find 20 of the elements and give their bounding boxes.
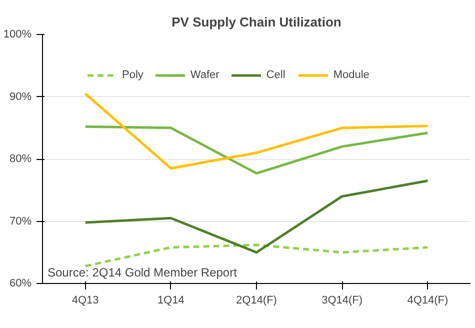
legend-label: Cell xyxy=(266,69,286,81)
x-tick-label: 2Q14(F) xyxy=(236,294,277,306)
line-series xyxy=(84,180,429,254)
legend-label: Wafer xyxy=(190,69,220,81)
line-series xyxy=(84,125,429,175)
y-tick-label: 100% xyxy=(3,28,32,40)
y-tick-label: 80% xyxy=(9,153,32,165)
x-tick-label: 4Q13 xyxy=(72,294,99,306)
legend-label: Poly xyxy=(122,69,144,81)
y-tick-label: 70% xyxy=(9,215,32,228)
line-series xyxy=(84,244,429,268)
y-tick-label: 90% xyxy=(9,90,32,103)
line-series xyxy=(84,92,429,170)
y-tick-label: 60% xyxy=(9,278,32,290)
annotation: Source: 2Q14 Gold Member Report xyxy=(48,266,238,280)
legend-label: Module xyxy=(333,69,370,81)
chart-title: PV Supply Chain Utilization xyxy=(172,14,342,30)
x-tick-label: 4Q14(F) xyxy=(407,294,448,306)
x-tick-label: 3Q14(F) xyxy=(322,294,363,306)
x-tick-label: 1Q14 xyxy=(157,294,184,306)
